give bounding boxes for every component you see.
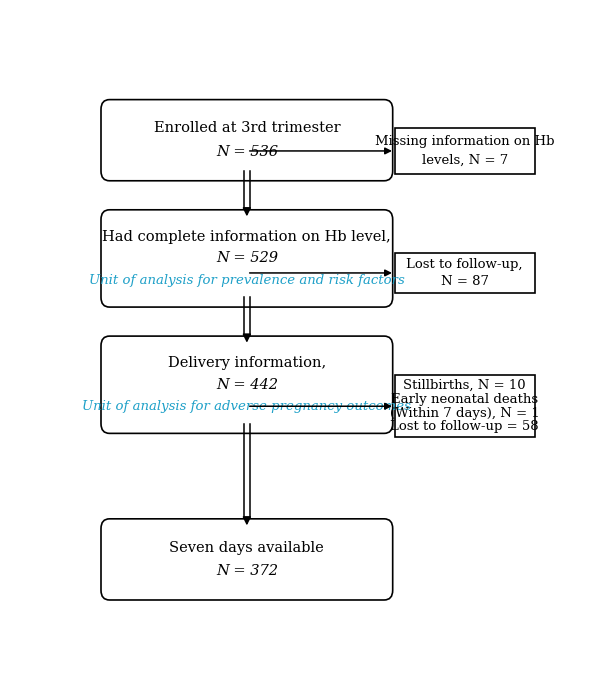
Text: Seven days available: Seven days available [169,540,324,554]
Text: N = 536: N = 536 [216,145,278,159]
Text: Early neonatal deaths: Early neonatal deaths [391,393,538,406]
Text: N = 372: N = 372 [216,564,278,579]
Text: levels, N = 7: levels, N = 7 [422,154,508,167]
Text: Lost to follow-up = 58: Lost to follow-up = 58 [390,420,539,433]
FancyBboxPatch shape [101,100,393,181]
Text: Lost to follow-up,: Lost to follow-up, [406,258,523,272]
FancyBboxPatch shape [395,128,535,174]
Text: Enrolled at 3rd trimester: Enrolled at 3rd trimester [153,121,340,135]
FancyBboxPatch shape [101,336,393,433]
FancyBboxPatch shape [395,253,535,293]
Text: N = 87: N = 87 [441,274,489,288]
Text: Stillbirths, N = 10: Stillbirths, N = 10 [403,379,526,392]
Text: N = 442: N = 442 [216,378,278,392]
Text: (Within 7 days), N = 1: (Within 7 days), N = 1 [390,407,540,419]
Text: Unit of analysis for adverse pregnancy outcomes: Unit of analysis for adverse pregnancy o… [82,400,411,413]
Text: Delivery information,: Delivery information, [167,356,326,370]
Text: Missing information on Hb: Missing information on Hb [375,135,554,148]
Text: N = 529: N = 529 [216,251,278,265]
FancyBboxPatch shape [395,376,535,437]
FancyBboxPatch shape [101,519,393,600]
Text: Unit of analysis for prevalence and risk factors: Unit of analysis for prevalence and risk… [89,274,404,287]
FancyBboxPatch shape [101,210,393,307]
Text: Had complete information on Hb level,: Had complete information on Hb level, [103,230,391,244]
